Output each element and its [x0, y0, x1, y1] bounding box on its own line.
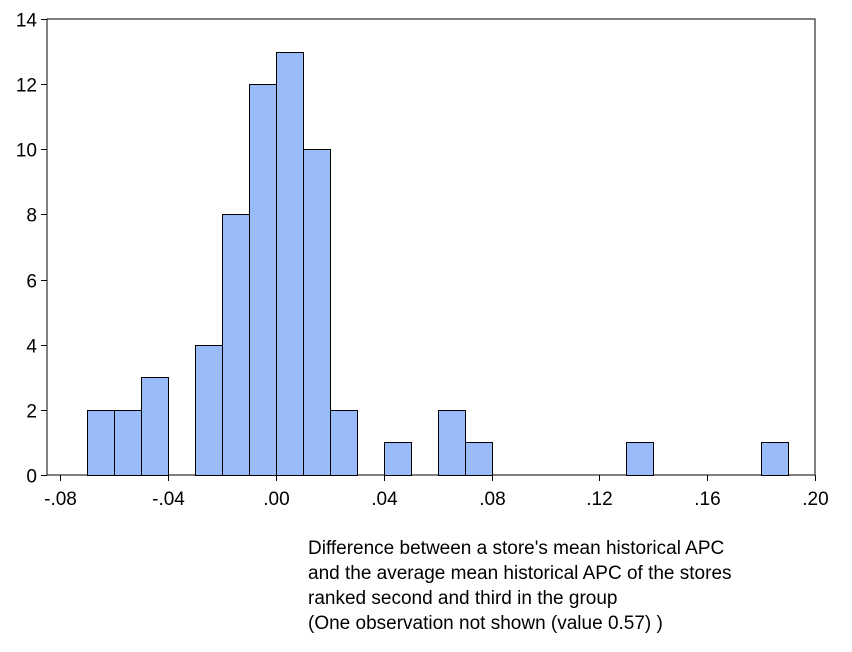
histogram-bar: [303, 149, 331, 476]
histogram-bar: [141, 377, 169, 476]
x-tick-label: .08: [479, 489, 505, 510]
y-tick-label: 8: [26, 206, 37, 227]
histogram-bar: [249, 84, 277, 476]
x-tick-label: -.04: [152, 489, 185, 510]
y-tick-label: 10: [16, 141, 37, 162]
y-tick-label: 6: [26, 272, 37, 293]
histogram-bar: [761, 442, 789, 476]
histogram-bar: [330, 410, 358, 476]
histogram-bar: [384, 442, 412, 476]
histogram-bar: [114, 410, 142, 476]
histogram-bar: [222, 214, 250, 476]
y-tick-label: 0: [26, 467, 37, 488]
y-tick-label: 4: [26, 337, 37, 358]
histogram-bar: [438, 410, 466, 476]
x-tick-label: .12: [586, 489, 612, 510]
x-axis: -.08 -.04 .00 .04 .08 .12 .16 .20: [44, 475, 829, 510]
x-tick-label: .16: [694, 489, 720, 510]
xlabel-line-4: (One observation not shown (value 0.57) …: [308, 613, 663, 634]
histogram-bar: [626, 442, 654, 476]
histogram-bar: [195, 345, 223, 476]
x-tick-label: -.08: [44, 489, 77, 510]
xlabel-line-2: and the average mean historical APC of t…: [308, 563, 732, 584]
plot-frame: [46, 18, 816, 476]
histogram-bar: [465, 442, 493, 476]
x-tick-label: .04: [371, 489, 398, 510]
y-axis: 0 2 4 6 8 10 12 14: [16, 11, 47, 488]
y-tick-label: 14: [16, 11, 38, 32]
x-tick-label: .20: [802, 489, 828, 510]
xlabel-line-1: Difference between a store's mean histor…: [308, 538, 725, 559]
y-tick-label: 2: [26, 402, 37, 423]
y-tick-label: 12: [16, 76, 37, 97]
x-tick-label: .00: [263, 489, 289, 510]
x-axis-caption: Difference between a store's mean histor…: [308, 536, 848, 636]
xlabel-line-3: ranked second and third in the group: [308, 588, 618, 609]
histogram-bar: [87, 410, 115, 476]
histogram-bar: [276, 52, 304, 476]
bars-group: [87, 52, 789, 476]
